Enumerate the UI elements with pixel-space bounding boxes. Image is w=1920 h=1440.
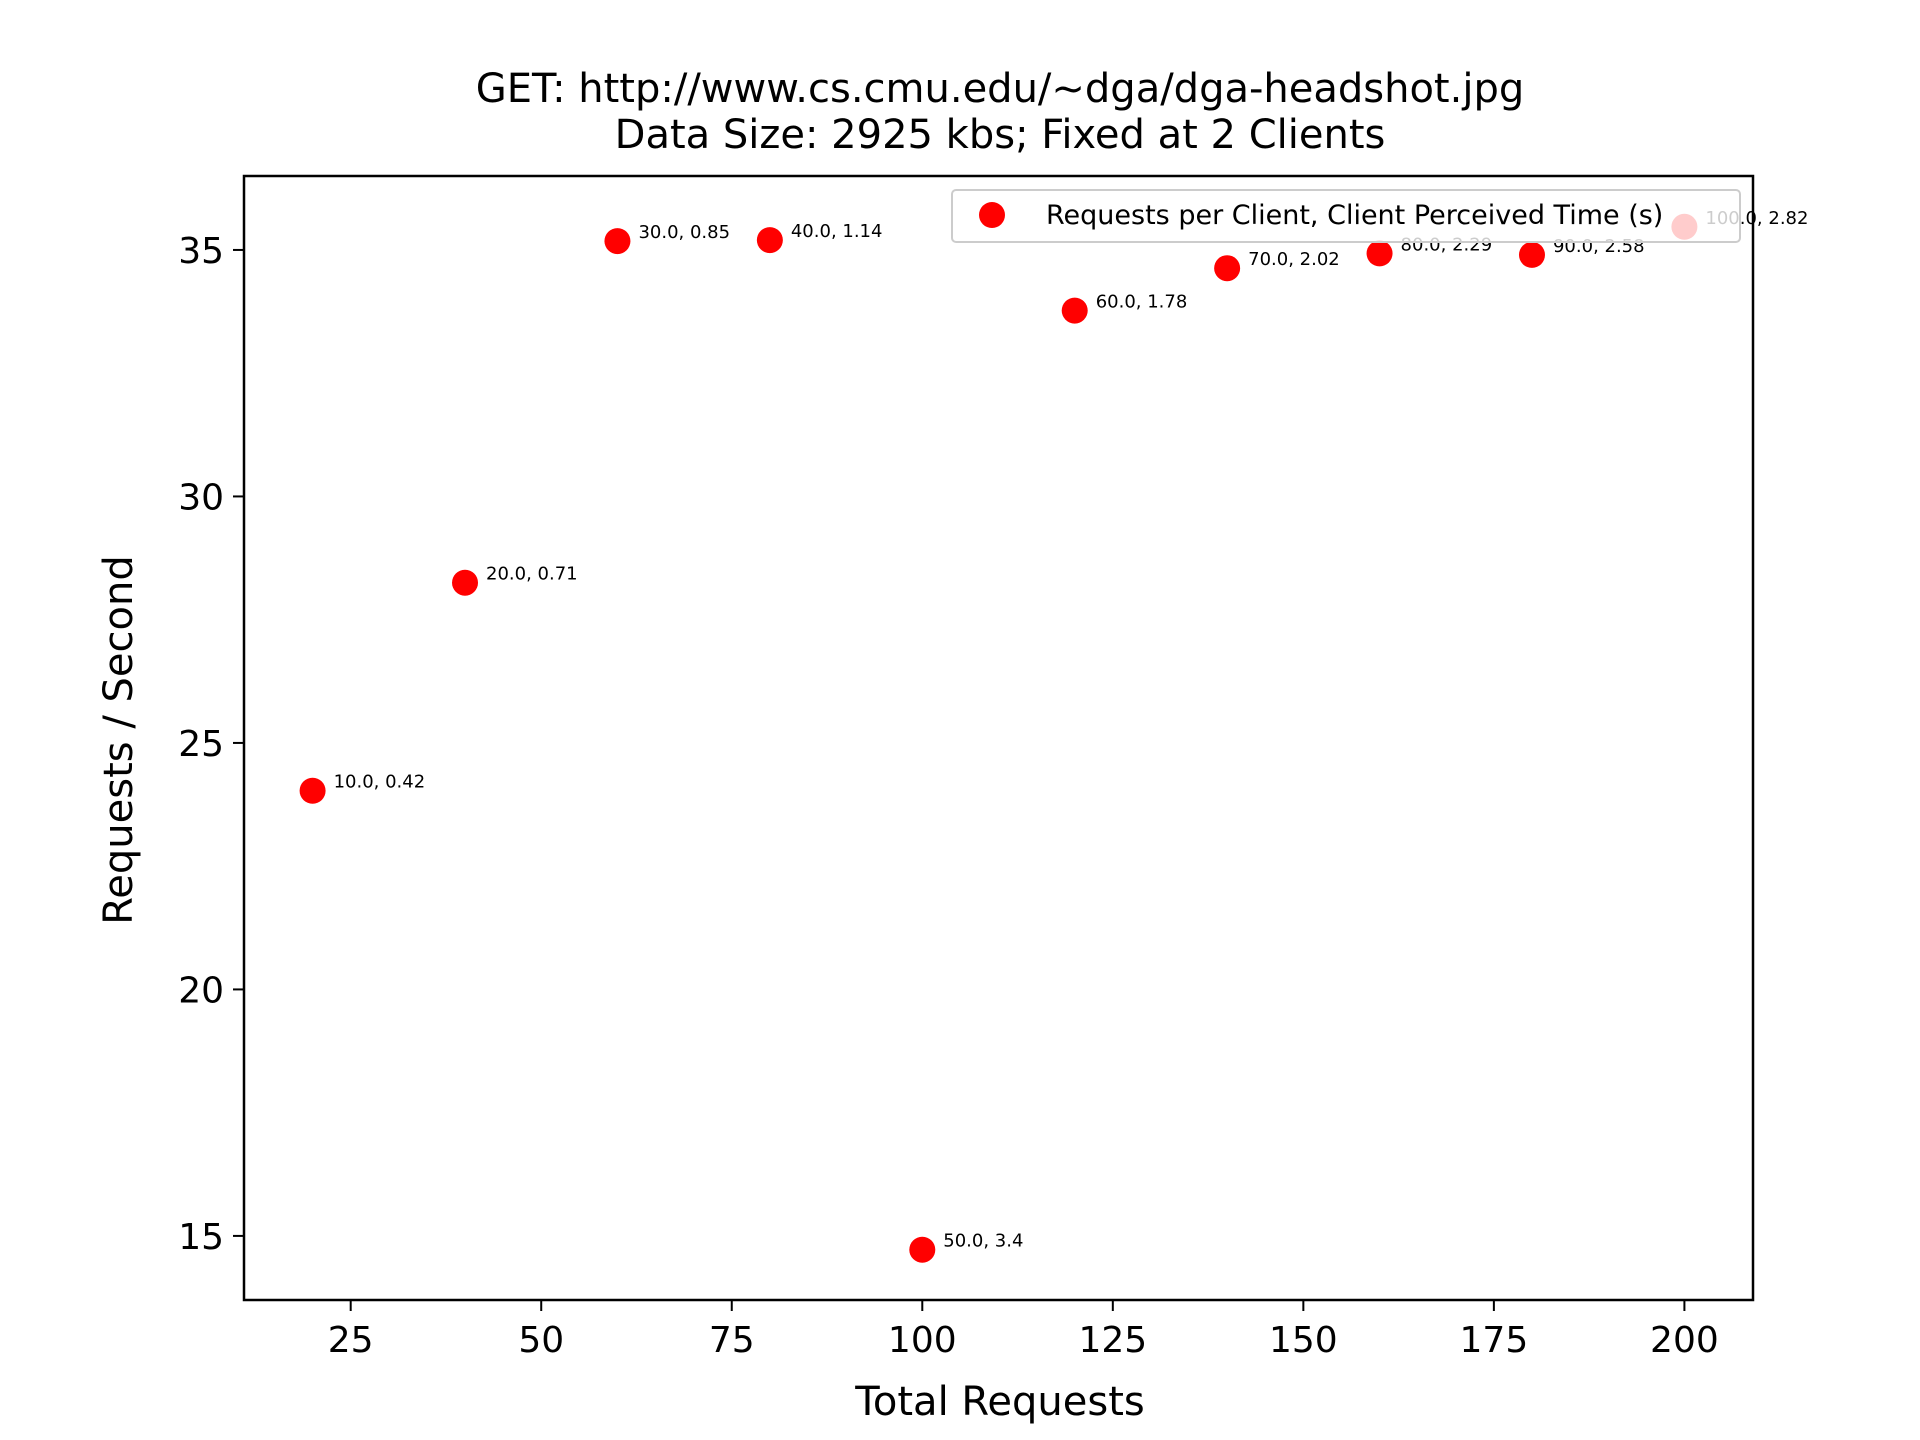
- chart-title: GET: http://www.cs.cmu.edu/~dga/dga-head…: [476, 66, 1524, 112]
- x-tick-label: 100: [888, 1320, 957, 1361]
- data-point-label: 20.0, 0.71: [486, 564, 578, 585]
- data-point: [909, 1236, 936, 1263]
- y-tick-label: 35: [178, 231, 224, 272]
- legend-box: [951, 189, 1741, 243]
- axis-ticks: 25 50 75 100 125 150 175 200 15 20 25 30 35: [178, 231, 1719, 1361]
- legend-entry-label: Requests per Client, Client Perceived Ti…: [1046, 200, 1663, 231]
- x-tick-label: 200: [1650, 1320, 1719, 1361]
- x-tick-label: 150: [1269, 1320, 1338, 1361]
- data-point: [1061, 297, 1088, 324]
- y-axis-label: Requests / Second: [96, 555, 142, 924]
- data-point: [1214, 255, 1241, 282]
- data-point-label: 40.0, 1.14: [791, 221, 883, 242]
- x-tick-label: 75: [709, 1320, 755, 1361]
- plot-frame: [242, 174, 1755, 1302]
- data-point: [604, 228, 631, 255]
- data-point-label: 60.0, 1.78: [1096, 292, 1188, 313]
- chart-subtitle: Data Size: 2925 kbs; Fixed at 2 Clients: [615, 112, 1386, 158]
- data-point: [452, 569, 479, 596]
- x-tick-label: 125: [1078, 1320, 1147, 1361]
- data-point: [1518, 241, 1545, 268]
- legend-marker: [979, 202, 1005, 228]
- y-tick-label: 25: [178, 724, 224, 765]
- x-tick-label: 175: [1460, 1320, 1529, 1361]
- data-point-label: 50.0, 3.4: [943, 1231, 1023, 1252]
- data-point: [1366, 240, 1393, 267]
- x-tick-label: 50: [518, 1320, 564, 1361]
- y-tick-label: 20: [178, 970, 224, 1011]
- legend: Requests per Client, Client Perceived Ti…: [951, 189, 1741, 243]
- y-tick-label: 30: [178, 477, 224, 518]
- data-point: [756, 227, 783, 254]
- x-axis-label: Total Requests: [854, 1379, 1144, 1425]
- data-point-label: 30.0, 0.85: [638, 222, 730, 243]
- data-point-label: 70.0, 2.02: [1248, 249, 1340, 270]
- y-tick-label: 15: [178, 1217, 224, 1258]
- data-point-label: 10.0, 0.42: [334, 772, 426, 793]
- data-point: [299, 777, 326, 804]
- x-tick-label: 25: [328, 1320, 374, 1361]
